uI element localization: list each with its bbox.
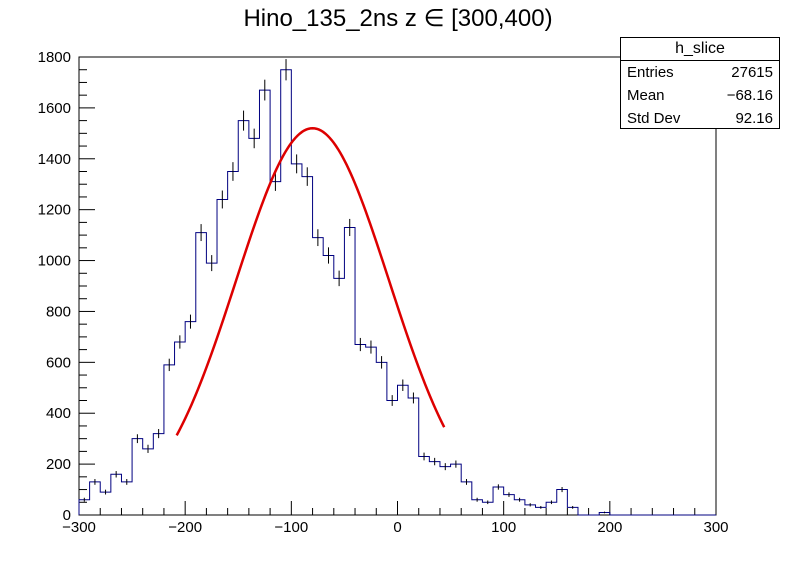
y-tick-label: 0 xyxy=(63,507,71,524)
x-tick-label: 100 xyxy=(491,519,516,536)
y-tick-label: 1600 xyxy=(38,100,71,117)
stats-label: Mean xyxy=(627,87,665,104)
x-tick-label: 200 xyxy=(597,519,622,536)
stats-label: Std Dev xyxy=(627,110,681,127)
stats-row-entries: Entries 27615 xyxy=(621,61,779,84)
stats-value: 92.16 xyxy=(735,110,773,127)
x-tick-label: −200 xyxy=(168,519,202,536)
y-tick-label: 400 xyxy=(46,405,71,422)
y-tick-label: 1200 xyxy=(38,202,71,219)
stats-label: Entries xyxy=(627,64,674,81)
y-tick-labels: 0 200 400 600 800 1000 1200 1400 1600 1800 xyxy=(38,49,71,524)
stats-value: −68.16 xyxy=(726,87,773,104)
y-tick-label: 1800 xyxy=(38,49,71,66)
x-tick-label: −100 xyxy=(274,519,308,536)
y-tick-label: 1400 xyxy=(38,151,71,168)
error-bars xyxy=(83,59,606,514)
y-tick-label: 200 xyxy=(46,456,71,473)
stats-row-stddev: Std Dev 92.16 xyxy=(621,107,779,130)
histogram-outline xyxy=(78,69,716,516)
x-tick-label: −300 xyxy=(62,519,96,536)
stats-box-title: h_slice xyxy=(621,38,779,61)
x-tick-label: 0 xyxy=(393,519,401,536)
chart-title: Hino_135_2ns z ∈ [300,400) xyxy=(243,5,553,32)
x-tick-labels: −300 −200 −100 0 100 200 300 xyxy=(62,519,728,536)
x-tick-label: 300 xyxy=(703,519,728,536)
y-tick-label: 800 xyxy=(46,303,71,320)
y-tick-label: 1000 xyxy=(38,253,71,270)
stats-row-mean: Mean −68.16 xyxy=(621,84,779,107)
gaussian-fit-curve xyxy=(175,126,446,436)
axis-ticks xyxy=(78,56,717,516)
y-tick-label: 600 xyxy=(46,354,71,371)
stats-box: h_slice Entries 27615 Mean −68.16 Std De… xyxy=(620,37,780,129)
stats-value: 27615 xyxy=(731,64,773,81)
